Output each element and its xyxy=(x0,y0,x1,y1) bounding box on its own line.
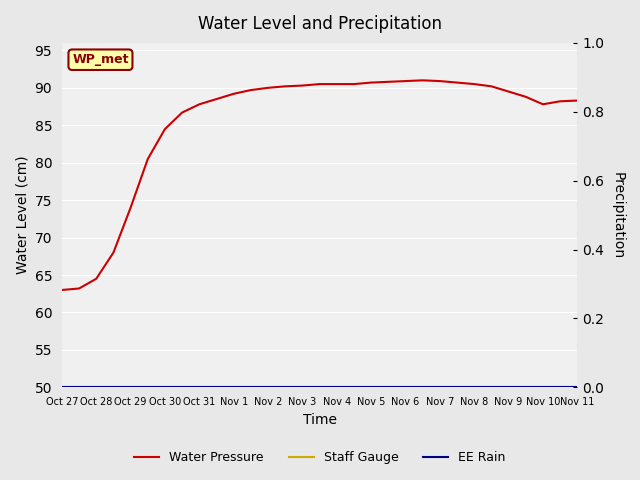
Water Pressure xyxy=(350,81,358,87)
Water Pressure xyxy=(299,83,307,88)
X-axis label: Time: Time xyxy=(303,413,337,427)
Water Pressure xyxy=(453,80,461,85)
Water Pressure xyxy=(195,101,203,107)
Water Pressure xyxy=(385,79,392,84)
Water Pressure xyxy=(179,109,186,115)
Water Pressure xyxy=(556,98,564,104)
Y-axis label: Water Level (cm): Water Level (cm) xyxy=(15,156,29,275)
Title: Water Level and Precipitation: Water Level and Precipitation xyxy=(198,15,442,33)
Water Pressure xyxy=(539,101,547,107)
Water Pressure xyxy=(573,97,581,103)
Line: Water Pressure: Water Pressure xyxy=(62,80,577,290)
Water Pressure xyxy=(333,81,340,87)
Y-axis label: Precipitation: Precipitation xyxy=(611,171,625,259)
Water Pressure xyxy=(522,94,530,100)
Water Pressure xyxy=(402,78,410,84)
Water Pressure xyxy=(144,156,152,162)
Water Pressure xyxy=(282,84,289,89)
Water Pressure xyxy=(505,89,513,95)
Text: WP_met: WP_met xyxy=(72,53,129,66)
Water Pressure xyxy=(247,87,255,93)
Water Pressure xyxy=(470,81,478,87)
Water Pressure xyxy=(367,80,375,85)
Water Pressure xyxy=(127,205,134,211)
Water Pressure xyxy=(264,85,272,91)
Water Pressure xyxy=(58,287,66,293)
Legend: Water Pressure, Staff Gauge, EE Rain: Water Pressure, Staff Gauge, EE Rain xyxy=(129,446,511,469)
Water Pressure xyxy=(76,286,83,291)
Water Pressure xyxy=(212,96,220,102)
Water Pressure xyxy=(109,250,117,255)
Water Pressure xyxy=(230,91,237,96)
Water Pressure xyxy=(436,78,444,84)
Water Pressure xyxy=(488,84,495,89)
Water Pressure xyxy=(161,126,169,132)
Water Pressure xyxy=(92,276,100,282)
Water Pressure xyxy=(316,81,323,87)
Water Pressure xyxy=(419,77,426,83)
